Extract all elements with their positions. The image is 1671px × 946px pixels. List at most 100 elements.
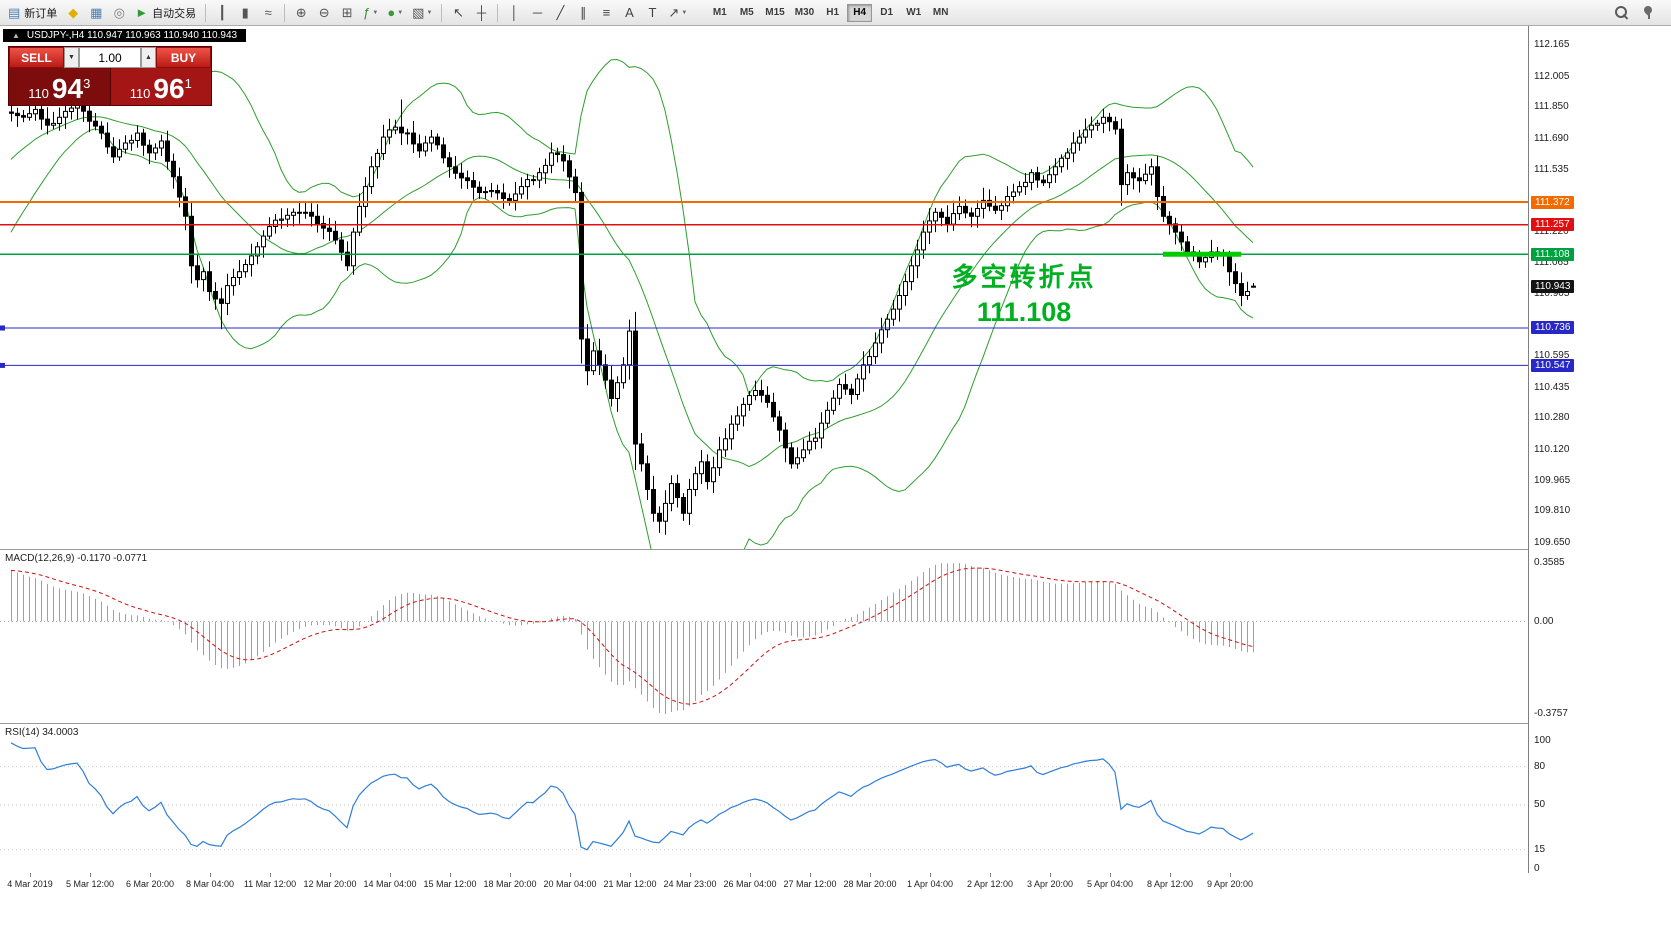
timeframe-m1[interactable]: M1 [712, 7, 727, 18]
price-tag: 110.943 [1531, 280, 1575, 294]
new-order-button-label: 新订单 [24, 7, 58, 20]
pin-chart-icon-button[interactable] [1637, 3, 1659, 23]
horizontal-lines[interactable] [0, 201, 1528, 368]
timeframe-mn[interactable]: MN [932, 7, 949, 18]
timeframe-h4[interactable]: H4 [847, 3, 873, 22]
candlestick-mode-icon[interactable]: ▮ [234, 3, 256, 23]
time-label: 18 Mar 20:00 [483, 879, 537, 889]
time-tick [450, 873, 451, 877]
price-tick: 111.065 [1534, 256, 1569, 268]
fibonacci-icon[interactable]: ≡ [595, 3, 617, 23]
volume-down-button[interactable]: ▼ [64, 47, 79, 68]
arrows-icon[interactable]: ↗ ▼ [664, 3, 691, 23]
time-tick [1050, 873, 1051, 877]
zoom-in-icon[interactable]: ⊕ [290, 3, 312, 23]
time-label: 21 Mar 12:00 [603, 879, 657, 889]
symbol-ohlc-strip[interactable]: ▲ USDJPY-,H4 110.947 110.963 110.940 110… [3, 29, 247, 42]
price-chart-canvas[interactable] [0, 26, 1671, 549]
periods-icon[interactable]: ● ▼ [383, 3, 407, 23]
rsi-line [10, 742, 1254, 851]
charts-window-icon[interactable]: ▦ [85, 3, 107, 23]
price-tick: 110.120 [1534, 443, 1570, 455]
price-tick: 111.220 [1534, 226, 1569, 238]
time-tick [210, 873, 211, 877]
volume-up-button[interactable]: ▲ [141, 47, 156, 68]
macd-scale-label: -0.3757 [1534, 708, 1568, 719]
rsi-indicator-canvas[interactable] [0, 723, 1671, 873]
rsi-scale-label: 100 [1534, 735, 1551, 746]
indicators-icon[interactable]: ƒ ▼ [359, 3, 382, 23]
timeframe-d1[interactable]: D1 [880, 7, 894, 18]
panel-divider[interactable] [0, 549, 1671, 550]
line-chart-mode-icon-glyph: ≈ [264, 5, 272, 20]
macd-scale-label: 0.00 [1534, 615, 1554, 627]
crosshair-icon[interactable]: ┼ [470, 3, 492, 23]
crosshair-icon-glyph: ┼ [476, 5, 487, 20]
chart-area[interactable]: 112.165 112.005 111.850 111.690 111.535 111.2… [0, 26, 1671, 946]
support-icon[interactable]: ◎ [108, 3, 130, 23]
sell-price[interactable]: 110 94 3 [9, 68, 110, 105]
dropdown-arrow-icon[interactable]: ▼ [397, 9, 404, 16]
horizontal-line-icon[interactable]: ─ [526, 3, 548, 23]
timeframe-m30[interactable]: M30 [794, 7, 815, 18]
panel-divider[interactable] [0, 723, 1671, 724]
symbol-search-icon-button[interactable] [1610, 3, 1633, 23]
toolbar-right-group [1610, 3, 1667, 23]
buy-price[interactable]: 110 96 1 [109, 68, 211, 105]
price-tick: 110.280 [1534, 412, 1570, 424]
text-label-icon-glyph: T [648, 5, 657, 20]
price-axis[interactable]: 112.165 112.005 111.850 111.690 111.535 111.2… [1528, 26, 1671, 874]
dropdown-arrow-icon[interactable]: ▼ [681, 9, 688, 16]
time-label: 26 Mar 04:00 [723, 879, 777, 889]
cursor-icon[interactable]: ↖ [447, 3, 469, 23]
sell-button[interactable]: SELL [9, 47, 64, 68]
macd-signal-line [10, 567, 1254, 705]
tile-windows-icon[interactable]: ⊞ [336, 3, 358, 23]
time-label: 5 Apr 04:00 [1086, 879, 1134, 889]
time-label: 27 Mar 12:00 [783, 879, 837, 889]
bar-chart-mode-icon[interactable]: ┃ [211, 3, 233, 23]
zoom-out-icon[interactable]: ⊖ [313, 3, 335, 23]
tile-windows-icon-glyph: ⊞ [341, 5, 353, 20]
macd-label: MACD(12,26,9) -0.1170 -0.0771 [5, 553, 148, 564]
time-label: 4 Mar 2019 [7, 879, 53, 889]
dropdown-arrow-icon[interactable]: ▼ [372, 9, 379, 16]
time-label: 1 Apr 04:00 [906, 879, 954, 889]
time-label: 28 Mar 20:00 [843, 879, 897, 889]
timeframe-w1[interactable]: W1 [906, 7, 922, 18]
buy-button[interactable]: BUY [156, 47, 211, 68]
vertical-line-icon[interactable]: │ [503, 3, 525, 23]
trendline-icon[interactable]: ╱ [549, 3, 571, 23]
time-axis[interactable]: 4 Mar 2019 5 Mar 12:00 6 Mar 20:00 8 Mar 04… [0, 873, 1671, 946]
timeframe-group: M1 M5 M15 M30 H1 H4 D1 W1 MN [706, 3, 954, 22]
metaeditor-icon[interactable]: ◆ [62, 3, 84, 23]
timeframe-m15[interactable]: M15 [765, 7, 785, 18]
sell-price-sup: 3 [83, 76, 91, 91]
price-tag: 111.108 [1531, 247, 1574, 261]
volume-input[interactable]: 1.00 [79, 47, 141, 68]
channel-icon-glyph: ∥ [580, 5, 587, 20]
line-chart-mode-icon[interactable]: ≈ [257, 3, 279, 23]
candles[interactable] [9, 96, 1256, 535]
autotrading-button-label: 自动交易 [152, 7, 197, 20]
time-label: 6 Mar 20:00 [125, 879, 175, 889]
cursor-icon-glyph: ↖ [452, 5, 464, 20]
time-label: 20 Mar 04:00 [543, 879, 597, 889]
zoom-in-icon-glyph: ⊕ [295, 5, 307, 20]
dropdown-arrow-icon[interactable]: ▼ [426, 9, 433, 16]
timeframe-h1[interactable]: H1 [826, 7, 840, 18]
text-icon[interactable]: A [618, 3, 640, 23]
collapse-arrow-icon[interactable]: ▲ [12, 31, 20, 40]
timeframe-m5[interactable]: M5 [739, 7, 754, 18]
new-order-button[interactable]: ▤ 新订单 [4, 3, 61, 23]
time-tick [690, 873, 691, 877]
autotrading-button[interactable]: ► 自动交易 [131, 3, 200, 23]
price-tick: 109.810 [1534, 505, 1571, 517]
channel-icon[interactable]: ∥ [572, 3, 594, 23]
chart-annotation[interactable]: 多空转折点 111.108 [936, 257, 1112, 328]
time-tick [1170, 873, 1171, 877]
text-label-icon[interactable]: T [641, 3, 663, 23]
price-tick: 111.690 [1534, 133, 1569, 145]
macd-indicator-canvas[interactable] [0, 549, 1671, 723]
templates-icon[interactable]: ▧ ▼ [408, 3, 436, 23]
